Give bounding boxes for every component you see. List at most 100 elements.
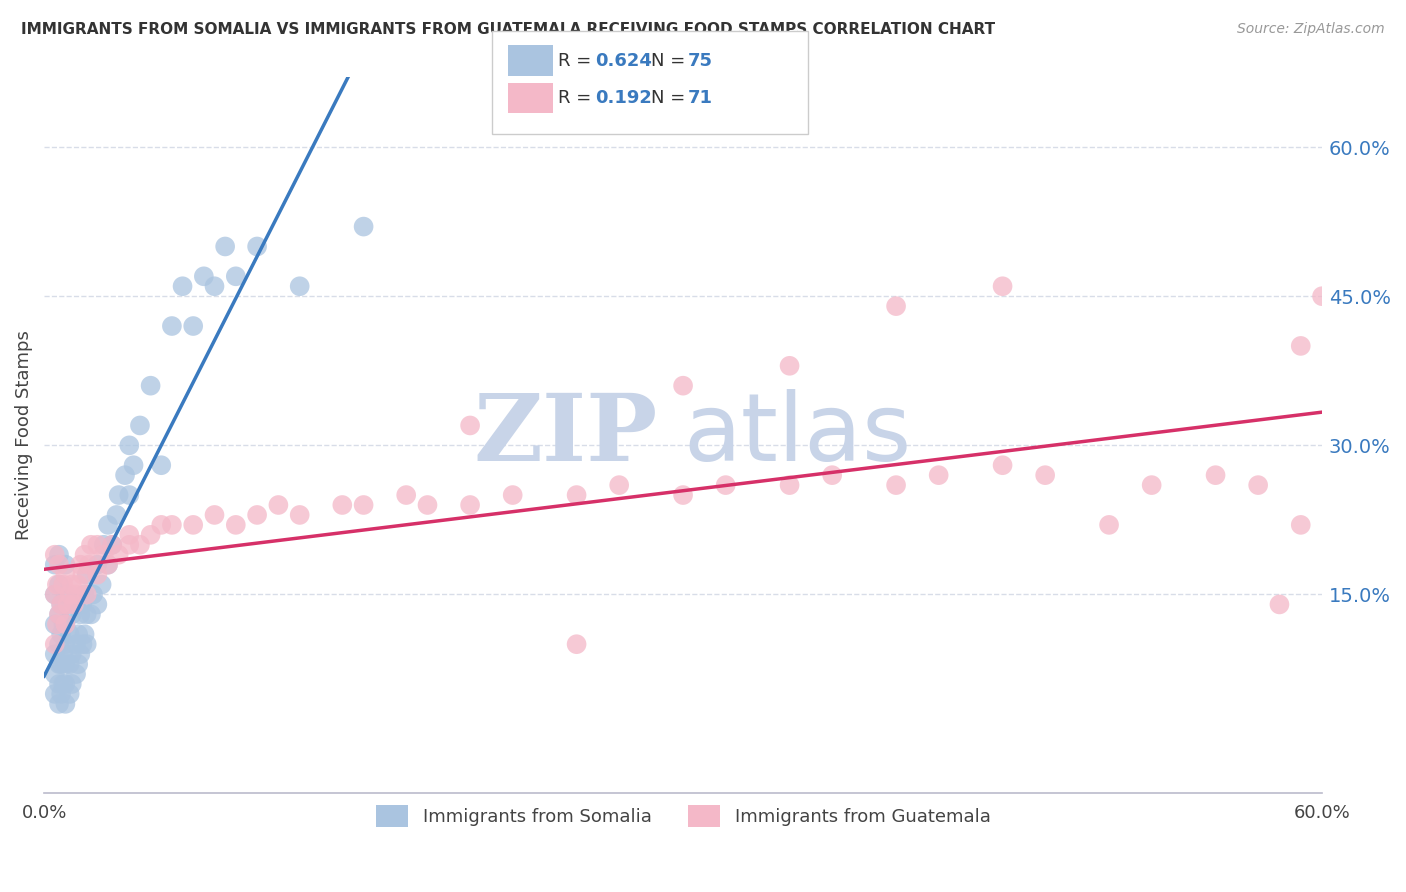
Point xyxy=(225,517,247,532)
Point xyxy=(44,587,66,601)
Point xyxy=(55,567,77,582)
Point xyxy=(97,517,120,532)
Point xyxy=(44,617,66,632)
Point xyxy=(1247,478,1270,492)
Point xyxy=(73,548,96,562)
Point xyxy=(52,647,75,661)
Point xyxy=(991,458,1014,473)
Point xyxy=(56,598,79,612)
Point xyxy=(225,269,247,284)
Point xyxy=(928,468,950,483)
Point xyxy=(779,359,801,373)
Point xyxy=(884,299,907,313)
Point xyxy=(90,577,112,591)
Point xyxy=(63,598,86,612)
Point xyxy=(52,617,75,632)
Point xyxy=(48,657,70,671)
Point xyxy=(45,617,67,632)
Text: IMMIGRANTS FROM SOMALIA VS IMMIGRANTS FROM GUATEMALA RECEIVING FOOD STAMPS CORRE: IMMIGRANTS FROM SOMALIA VS IMMIGRANTS FR… xyxy=(21,22,995,37)
Point xyxy=(76,637,98,651)
Point xyxy=(107,548,129,562)
Point xyxy=(48,607,70,622)
Point xyxy=(129,418,152,433)
Point xyxy=(82,587,104,601)
Point xyxy=(69,647,91,661)
Point xyxy=(80,607,103,622)
Y-axis label: Receiving Food Stamps: Receiving Food Stamps xyxy=(15,330,32,541)
Point xyxy=(991,279,1014,293)
Point xyxy=(150,517,173,532)
Point xyxy=(44,647,66,661)
Point xyxy=(55,587,77,601)
Point xyxy=(97,558,120,572)
Point xyxy=(60,647,83,661)
Point xyxy=(69,558,91,572)
Text: R =: R = xyxy=(558,52,598,70)
Point xyxy=(93,548,115,562)
Point xyxy=(118,488,141,502)
Point xyxy=(86,567,108,582)
Point xyxy=(1289,517,1312,532)
Point xyxy=(48,577,70,591)
Point xyxy=(49,598,72,612)
Text: N =: N = xyxy=(651,89,690,107)
Legend: Immigrants from Somalia, Immigrants from Guatemala: Immigrants from Somalia, Immigrants from… xyxy=(368,798,998,834)
Text: R =: R = xyxy=(558,89,598,107)
Point xyxy=(458,498,481,512)
Text: ZIP: ZIP xyxy=(474,391,658,481)
Point xyxy=(353,219,375,234)
Point xyxy=(77,558,100,572)
Point xyxy=(114,468,136,483)
Point xyxy=(44,667,66,681)
Point xyxy=(55,657,77,671)
Point xyxy=(288,508,311,522)
Text: N =: N = xyxy=(651,52,690,70)
Point xyxy=(60,677,83,691)
Point xyxy=(214,239,236,253)
Point xyxy=(107,488,129,502)
Point xyxy=(69,607,91,622)
Point xyxy=(44,637,66,651)
Point xyxy=(65,637,87,651)
Point xyxy=(129,538,152,552)
Point xyxy=(86,598,108,612)
Point xyxy=(86,538,108,552)
Point xyxy=(1310,289,1333,303)
Text: 75: 75 xyxy=(688,52,713,70)
Point xyxy=(48,607,70,622)
Point xyxy=(67,627,90,641)
Point xyxy=(267,498,290,512)
Point xyxy=(118,438,141,452)
Point xyxy=(160,517,183,532)
Point xyxy=(502,488,524,502)
Point xyxy=(160,318,183,333)
Point xyxy=(86,558,108,572)
Point xyxy=(105,508,128,522)
Point xyxy=(172,279,194,293)
Point xyxy=(73,587,96,601)
Point xyxy=(52,577,75,591)
Point xyxy=(45,577,67,591)
Point xyxy=(1140,478,1163,492)
Point xyxy=(72,637,94,651)
Point xyxy=(72,598,94,612)
Point xyxy=(97,558,120,572)
Point xyxy=(181,318,204,333)
Point xyxy=(101,538,124,552)
Point xyxy=(65,667,87,681)
Point xyxy=(67,657,90,671)
Point xyxy=(76,567,98,582)
Point xyxy=(93,538,115,552)
Text: atlas: atlas xyxy=(683,390,911,482)
Point xyxy=(55,677,77,691)
Point xyxy=(55,617,77,632)
Point xyxy=(48,677,70,691)
Point xyxy=(67,577,90,591)
Point xyxy=(80,538,103,552)
Point xyxy=(101,538,124,552)
Text: 0.624: 0.624 xyxy=(595,52,651,70)
Point xyxy=(49,598,72,612)
Point xyxy=(884,478,907,492)
Point xyxy=(139,378,162,392)
Point xyxy=(714,478,737,492)
